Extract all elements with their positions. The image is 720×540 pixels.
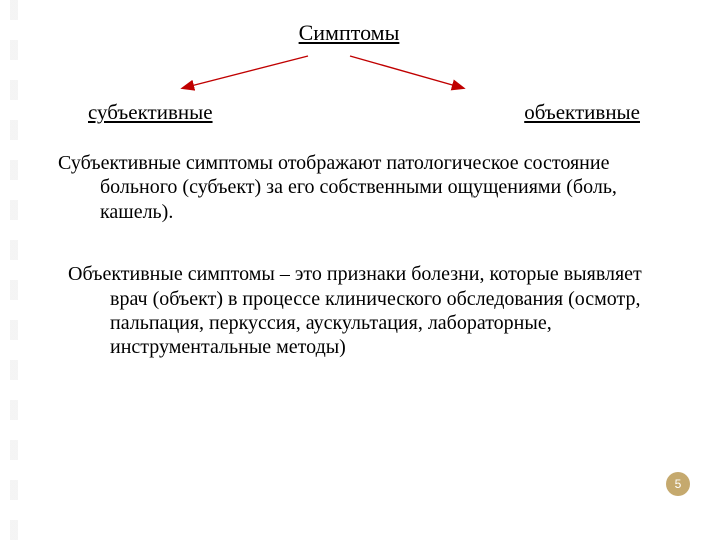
branch-left-label: субъективные xyxy=(88,100,213,125)
page-number-text: 5 xyxy=(675,477,682,491)
paragraph-objective: Объективные симптомы – это признаки боле… xyxy=(110,262,670,360)
slide-title: Симптомы xyxy=(28,20,670,46)
arrow-right-icon xyxy=(28,54,628,100)
page-number-badge: 5 xyxy=(666,472,690,496)
paragraph-subjective: Субъективные симптомы отображают патолог… xyxy=(100,151,670,224)
branch-right-label: объективные xyxy=(524,100,640,125)
branch-labels: субъективные объективные xyxy=(58,100,670,125)
slide-content: Симптомы субъективные объективные Субъек… xyxy=(0,0,720,380)
arrows-container xyxy=(28,54,670,100)
